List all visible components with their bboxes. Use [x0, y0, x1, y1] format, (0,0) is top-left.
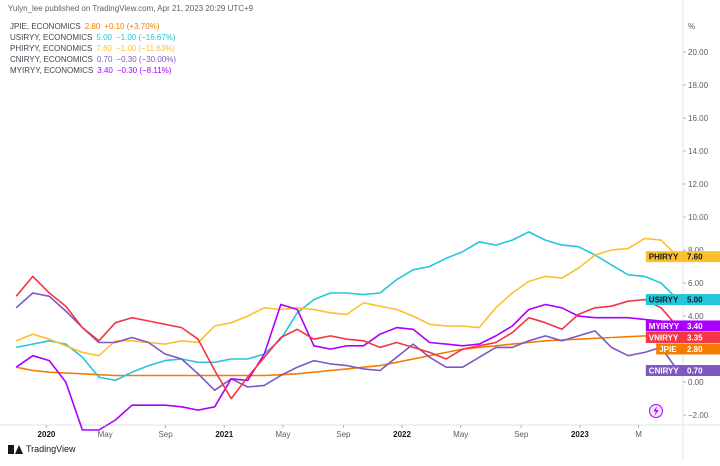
x-tick-label: 2022 — [393, 430, 411, 439]
x-tick-label: Sep — [336, 430, 351, 439]
series-badge: MYIRYY 3.40 — [645, 320, 720, 332]
tradingview-logo[interactable]: TradingView — [8, 444, 76, 454]
series-badge-name: MYIRYY — [649, 322, 680, 331]
series-badge: USIRYY 5.00 — [645, 294, 720, 306]
legend-series-name: MYIRYY, ECONOMICS — [10, 66, 94, 75]
series-badge-value: 2.80 — [687, 345, 703, 354]
series-badge-value-bg — [683, 320, 720, 332]
y-tick-label: 18.00 — [688, 81, 709, 90]
series-badge-value-bg — [683, 331, 720, 343]
series-badge-name-bg — [656, 343, 683, 355]
series-badge-name: PHIRYY — [649, 253, 679, 262]
published-caption: Yulyn_lee published on TradingView.com, … — [8, 4, 254, 13]
series-badge-name: USIRYY — [649, 296, 679, 305]
legend-series-value: 0.70 — [96, 55, 113, 64]
y-tick-label: 14.00 — [688, 147, 709, 156]
x-tick-label: Sep — [514, 430, 529, 439]
legend: JPIE, ECONOMICS 2.80 +0.10 (+3.70%) USIRYY,… — [10, 21, 176, 76]
lightning-icon-bolt — [653, 406, 659, 416]
series-badge: PHIRYY 7.60 — [645, 251, 720, 263]
brand-label: TradingView — [26, 444, 76, 454]
legend-series-value: 7.60 — [96, 44, 112, 53]
x-tick-label: May — [453, 430, 468, 439]
tradingview-logo-icon — [8, 444, 23, 454]
x-tick-label: May — [98, 430, 113, 439]
y-tick-label: 0.00 — [688, 378, 704, 387]
series-badge-value: 7.60 — [687, 253, 703, 262]
x-tick-label: 2023 — [571, 430, 589, 439]
series-badge-name: JPIE — [659, 345, 677, 354]
series-badge-value: 0.70 — [687, 367, 703, 376]
series-badge-name-bg — [645, 251, 683, 263]
legend-series-value: 3.40 — [97, 66, 113, 75]
series-line-myiryy — [15, 303, 678, 431]
y-tick-label: 8.00 — [688, 246, 704, 255]
x-tick-label: Sep — [158, 430, 173, 439]
legend-series-change: −1.00 (−16.67%) — [115, 33, 176, 42]
legend-series-value: 5.00 — [96, 33, 112, 42]
legend-series-change: −0.30 (−30.00%) — [116, 55, 177, 64]
y-tick-label: −2.00 — [688, 411, 709, 420]
legend-series-name: PHIRYY, ECONOMICS — [10, 44, 93, 53]
series-badge-name: VNIRYY — [649, 333, 679, 342]
lightning-icon[interactable] — [649, 404, 663, 418]
series-badge-name-bg — [645, 320, 683, 332]
series-badge-value: 3.35 — [687, 333, 703, 342]
legend-series-value: 2.80 — [84, 22, 101, 31]
series-line-cniryy — [15, 292, 679, 392]
series-badge-name: CNIRYY — [649, 367, 680, 376]
legend-series-change: −0.30 (−8.11%) — [116, 66, 172, 75]
legend-series-name: JPIE, ECONOMICS — [10, 22, 81, 31]
y-tick-label: 10.00 — [688, 213, 709, 222]
series-badge-value-bg — [683, 251, 720, 263]
x-tick-label: M — [635, 430, 642, 439]
series-badge: CNIRYY 0.70 — [645, 365, 720, 377]
x-tick-label: 2020 — [38, 430, 56, 439]
y-tick-label: 6.00 — [688, 279, 704, 288]
series-line-vniryy — [15, 275, 679, 400]
y-tick-label: 12.00 — [688, 180, 709, 189]
legend-series-change: +0.10 (+3.70%) — [104, 22, 160, 31]
legend-row[interactable]: CNIRYY, ECONOMICS 0.70 −0.30 (−30.00%) — [10, 54, 176, 65]
series-badge-value-bg — [683, 365, 720, 377]
series-badge-name-bg — [645, 294, 683, 306]
series-badge-value: 3.40 — [687, 322, 703, 331]
series-badge: VNIRYY 3.35 — [645, 331, 720, 343]
legend-series-change: −1.00 (−11.63%) — [115, 44, 175, 53]
legend-row[interactable]: PHIRYY, ECONOMICS 7.60 −1.00 (−11.63%) — [10, 43, 176, 54]
series-badge-name-bg — [645, 331, 683, 343]
series-badge: JPIE 2.80 — [656, 343, 720, 355]
y-tick-label: 4.00 — [688, 312, 704, 321]
series-badge-value-bg — [683, 343, 720, 355]
series-badge-name-bg — [645, 365, 683, 377]
y-unit-label: % — [688, 22, 695, 31]
x-tick-label: May — [275, 430, 290, 439]
legend-series-name: CNIRYY, ECONOMICS — [10, 55, 93, 64]
legend-row[interactable]: USIRYY, ECONOMICS 5.00 −1.00 (−16.67%) — [10, 32, 176, 43]
series-badge-value-bg — [683, 294, 720, 306]
y-tick-label: 20.00 — [688, 48, 709, 57]
series-line-phiryy — [15, 237, 679, 357]
legend-row[interactable]: JPIE, ECONOMICS 2.80 +0.10 (+3.70%) — [10, 21, 176, 32]
series-line-usiryy — [16, 231, 679, 382]
y-tick-label: 16.00 — [688, 114, 709, 123]
series-badge-value: 5.00 — [687, 296, 703, 305]
legend-row[interactable]: MYIRYY, ECONOMICS 3.40 −0.30 (−8.11%) — [10, 65, 176, 76]
legend-series-name: USIRYY, ECONOMICS — [10, 33, 93, 42]
x-tick-label: 2021 — [215, 430, 233, 439]
